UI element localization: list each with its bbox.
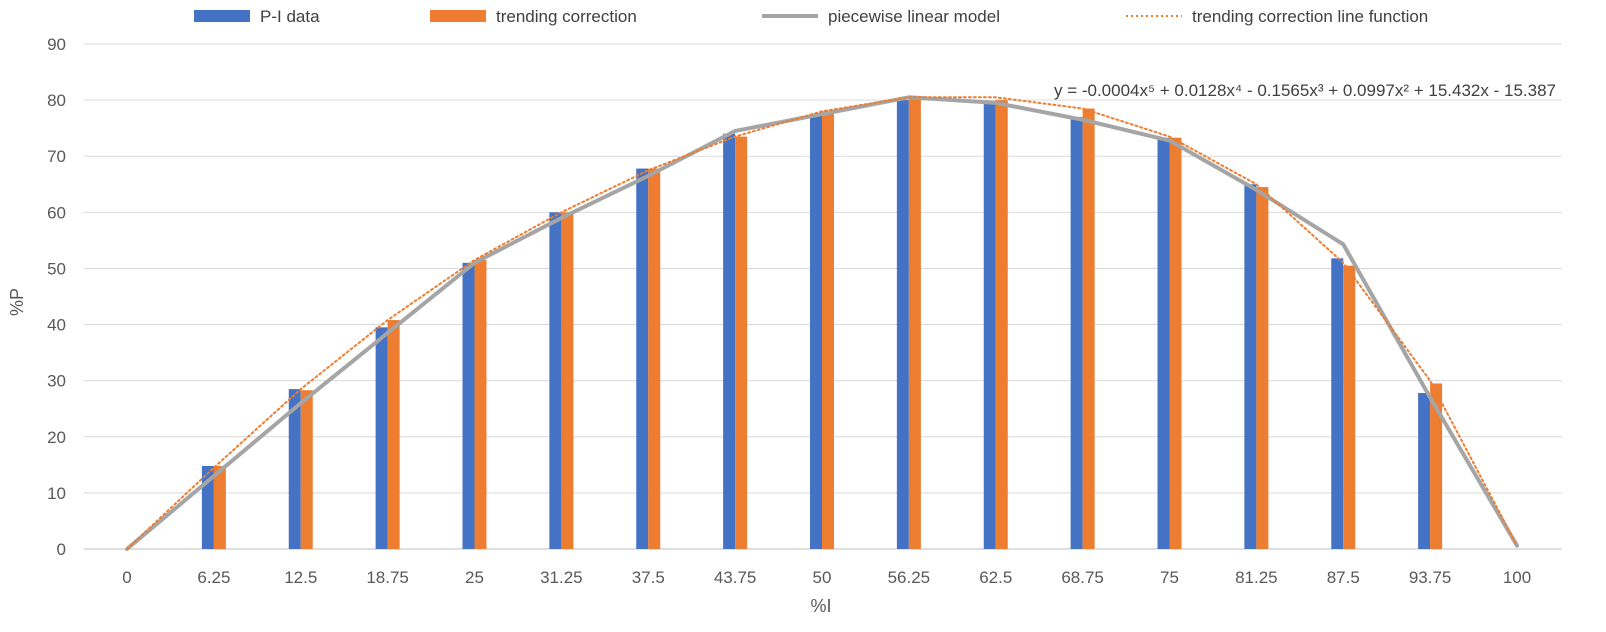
bar-trending-correction [474, 260, 487, 549]
bar-trending-correction [995, 100, 1008, 549]
x-axis-title: %I [810, 596, 831, 616]
bar-p-i-data [201, 465, 214, 549]
bar-trending-correction [213, 465, 226, 549]
y-tick-labels: 0 10 20 30 40 50 60 70 80 90 [47, 35, 66, 559]
x-tick-label: 50 [813, 568, 832, 587]
legend-label: piecewise linear model [828, 7, 1000, 26]
bar-trending-correction [1082, 108, 1095, 550]
y-axis-title: %P [7, 288, 27, 316]
bar-p-i-data [1070, 116, 1083, 549]
x-tick-labels: 0 6.25 12.5 18.75 25 31.25 37.5 43.75 50 56.25 62.… [122, 568, 1531, 587]
x-tick-label: 100 [1503, 568, 1531, 587]
x-tick-label: 25 [465, 568, 484, 587]
legend-swatch [430, 10, 486, 22]
legend-label: trending correction [496, 7, 637, 26]
bars [201, 97, 1443, 550]
y-tick-label: 0 [57, 540, 66, 559]
x-tick-label: 31.25 [540, 568, 583, 587]
bar-trending-correction [561, 212, 574, 550]
piecewise-linear-model-line [125, 95, 1519, 551]
bar-p-i-data [1244, 184, 1257, 549]
y-tick-label: 30 [47, 372, 66, 391]
y-tick-label: 10 [47, 484, 66, 503]
x-tick-label: 43.75 [714, 568, 757, 587]
x-tick-label: 87.5 [1327, 568, 1360, 587]
x-tick-label: 18.75 [366, 568, 409, 587]
bar-p-i-data [375, 327, 388, 549]
trending-correction-line-function [126, 96, 1518, 550]
bar-trending-correction [908, 97, 921, 550]
y-tick-label: 20 [47, 428, 66, 447]
legend: P-I data trending correction piecewise lin… [194, 7, 1428, 26]
bar-p-i-data [983, 102, 996, 549]
bar-p-i-data [1418, 393, 1431, 549]
y-tick-label: 70 [47, 147, 66, 166]
x-tick-label: 75 [1160, 568, 1179, 587]
x-tick-label: 56.25 [888, 568, 931, 587]
legend-label: trending correction line function [1192, 7, 1428, 26]
x-tick-label: 37.5 [632, 568, 665, 587]
bar-trending-correction [1256, 187, 1269, 550]
x-tick-label: 81.25 [1235, 568, 1278, 587]
bar-p-i-data [288, 389, 301, 549]
x-tick-label: 12.5 [284, 568, 317, 587]
y-tick-label: 40 [47, 316, 66, 335]
y-tick-label: 60 [47, 203, 66, 222]
x-tick-label: 68.75 [1061, 568, 1104, 587]
y-tick-label: 50 [47, 259, 66, 278]
bar-p-i-data [636, 168, 649, 550]
legend-swatch [194, 10, 250, 22]
bar-p-i-data [723, 133, 736, 549]
series-lines [125, 95, 1519, 551]
legend-label: P-I data [260, 7, 320, 26]
x-tick-label: 93.75 [1409, 568, 1452, 587]
bar-p-i-data [1331, 258, 1344, 549]
x-tick-label: 6.25 [197, 568, 230, 587]
x-tick-label: 0 [122, 568, 131, 587]
trendline-equation: y = -0.0004x⁵ + 0.0128x⁴ - 0.1565x³ + 0.… [1054, 81, 1556, 100]
bar-p-i-data [549, 212, 562, 550]
bar-trending-correction [648, 168, 661, 550]
bar-p-i-data [896, 100, 909, 549]
y-tick-label: 80 [47, 91, 66, 110]
bar-p-i-data [462, 262, 475, 549]
x-tick-label: 62.5 [979, 568, 1012, 587]
bar-trending-correction [300, 390, 313, 549]
bar-p-i-data [810, 114, 822, 549]
bar-trending-correction [822, 111, 834, 549]
bar-trending-correction [1343, 265, 1356, 549]
bar-p-i-data [1157, 137, 1170, 549]
bar-trending-correction [735, 136, 748, 550]
bar-trending-correction [1430, 383, 1443, 549]
y-tick-label: 90 [47, 35, 66, 54]
bar-trending-correction [387, 320, 400, 549]
bar-trending-correction [1169, 137, 1182, 549]
